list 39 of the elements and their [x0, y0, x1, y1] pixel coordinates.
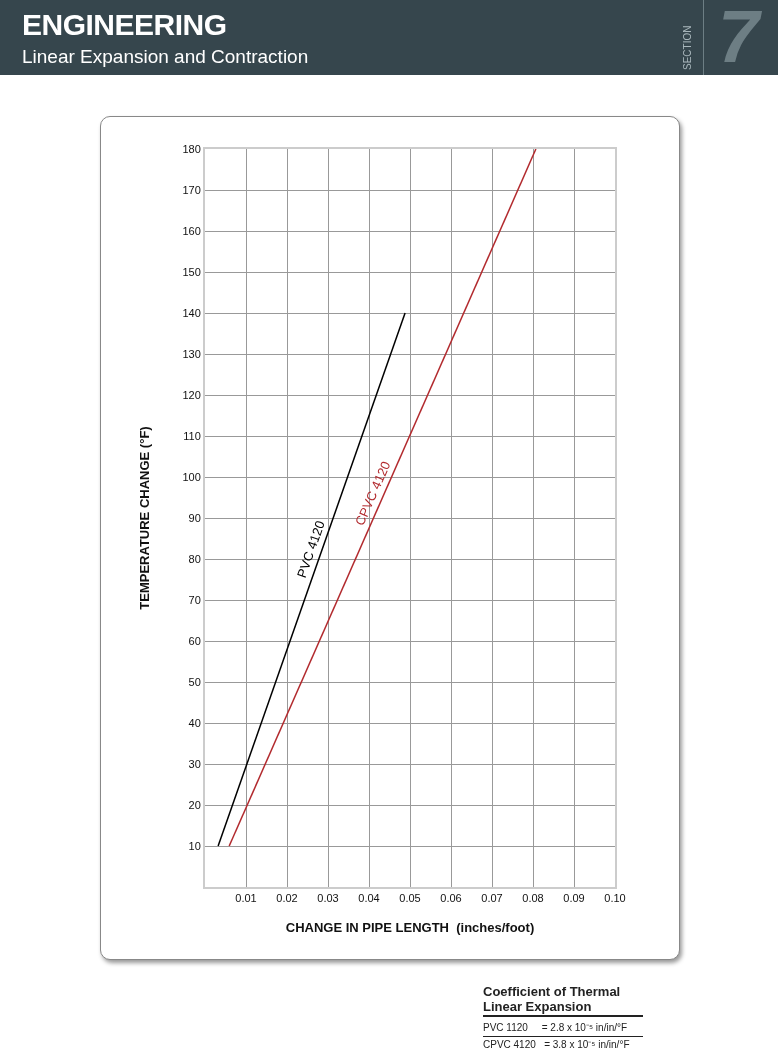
- x-tick-label: 0.02: [276, 892, 298, 905]
- y-tick-label: 170: [182, 183, 201, 196]
- y-tick-label: 130: [182, 347, 201, 360]
- text: PVC 1120 = 2.8 x 10⁻⁵ in/in/°F: [483, 1020, 643, 1037]
- text: CPVC 4120 = 3.8 x 10⁻⁵ in/in/°F: [483, 1038, 631, 1052]
- chart-title: ENGINEERING: [22, 8, 227, 42]
- y-tick-label: 140: [182, 306, 201, 319]
- y-axis-title: TEMPERATURE CHANGE (°F): [136, 426, 152, 610]
- y-tick-label: 160: [182, 224, 201, 237]
- x-tick-label: 0.06: [440, 892, 462, 905]
- x-tick-label: 0.09: [563, 892, 585, 905]
- y-tick-label: 150: [182, 265, 201, 278]
- x-tick-label: 0.03: [317, 892, 339, 905]
- x-tick-label: 0.04: [358, 892, 380, 905]
- x-tick-label: 0.08: [522, 892, 544, 905]
- y-tick-label: 50: [188, 675, 201, 688]
- text: PVC 4120: [293, 518, 328, 580]
- y-tick-label: 80: [188, 552, 201, 565]
- chart-subtitle: Linear Expansion and Contraction: [22, 46, 309, 68]
- y-tick-label: 100: [182, 470, 201, 483]
- y-tick-label: 10: [188, 839, 201, 852]
- y-tick-label: 110: [183, 429, 201, 442]
- x-tick-label: 0.10: [604, 892, 626, 905]
- text: CPVC 4120: [352, 458, 394, 528]
- text: SECTION: [682, 25, 693, 70]
- y-tick-label: 120: [182, 388, 201, 401]
- text: 7: [718, 0, 760, 79]
- x-axis-title: CHANGE IN PIPE LENGTH (inches/foot): [285, 920, 535, 936]
- y-tick-label: 180: [182, 142, 201, 155]
- y-tick-label: 60: [188, 634, 201, 647]
- text: Coefficient of Thermal Linear Expansion: [483, 984, 643, 1017]
- y-tick-label: 90: [188, 511, 201, 524]
- x-tick-label: 0.05: [399, 892, 421, 905]
- y-tick-label: 30: [188, 757, 201, 770]
- y-tick-label: 70: [188, 593, 201, 606]
- y-tick-label: 40: [188, 716, 201, 729]
- y-tick-label: 20: [188, 798, 201, 811]
- x-tick-label: 0.01: [235, 892, 257, 905]
- x-tick-label: 0.07: [481, 892, 503, 905]
